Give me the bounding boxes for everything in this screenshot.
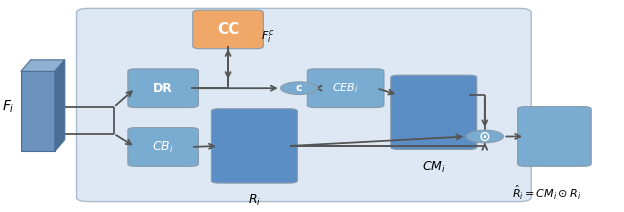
Text: $\hat{R}_i = CM_i \odot R_i$: $\hat{R}_i = CM_i \odot R_i$ — [512, 183, 582, 202]
Text: CC: CC — [217, 22, 239, 37]
FancyBboxPatch shape — [517, 107, 591, 166]
FancyBboxPatch shape — [212, 109, 298, 183]
Text: c: c — [296, 83, 303, 93]
Text: $CB_i$: $CB_i$ — [152, 139, 174, 155]
Text: $F_i^c$: $F_i^c$ — [261, 28, 274, 45]
Text: DR: DR — [154, 82, 173, 95]
Text: ⊙: ⊙ — [479, 130, 490, 144]
FancyBboxPatch shape — [391, 75, 477, 149]
FancyBboxPatch shape — [193, 10, 263, 49]
Polygon shape — [21, 60, 65, 71]
FancyBboxPatch shape — [77, 8, 531, 202]
FancyBboxPatch shape — [128, 128, 198, 166]
Text: $CM_i$: $CM_i$ — [422, 160, 446, 175]
Text: $R_i$: $R_i$ — [248, 193, 261, 208]
Text: $F_i$: $F_i$ — [2, 99, 14, 115]
FancyBboxPatch shape — [128, 69, 198, 107]
Polygon shape — [55, 60, 65, 151]
FancyBboxPatch shape — [307, 69, 384, 107]
Circle shape — [281, 82, 318, 95]
Polygon shape — [21, 71, 55, 151]
Text: $CEB_i$: $CEB_i$ — [333, 81, 359, 95]
Circle shape — [466, 130, 504, 143]
